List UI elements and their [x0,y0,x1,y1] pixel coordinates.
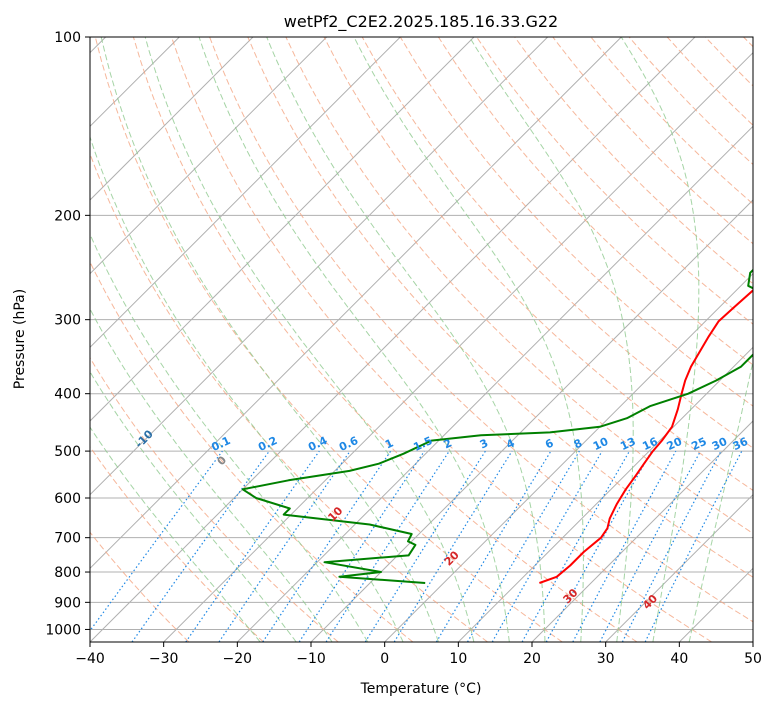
x-tick-label: 40 [670,651,688,667]
moist-adiabat-line [353,37,584,642]
isotherm-line [90,37,475,422]
isotherm-line [457,346,753,642]
y-tick-label: 600 [54,491,81,507]
series-lines [241,268,753,584]
dry-adiabat-line [285,37,753,535]
dry-adiabat-line [90,260,414,642]
mixing-ratio-label: 10 [591,435,611,453]
isotherm-line [90,37,622,570]
dry-adiabat-line [399,37,753,407]
mixing-ratio-line [521,450,631,642]
moist-adiabat-line [90,426,261,642]
dry-adiabat-line [94,37,563,642]
chart-title: wetPf2_C2E2.2025.185.16.33.G22 [284,12,558,32]
y-tick-label: 100 [54,30,81,46]
dry-adiabat-line [361,37,753,449]
isotherm-line [236,125,753,642]
mixing-ratio-line [218,450,351,642]
y-tick-label: 700 [54,531,81,547]
plot-frame [89,36,754,643]
dry-adiabat-line [90,531,190,642]
isotherm-line [531,420,753,642]
y-tick-label: 900 [54,595,81,611]
mixing-ratio-line [644,450,743,642]
moist-adiabat-line [90,135,404,642]
moist-adiabat-line [144,37,475,642]
line-labels: 0.1 0.2 0.4 0.6 1 1.5 2 3 4 6 8 10 13 16 20 25 30 36-1001… [133,427,751,612]
x-tick-label: 0 [380,651,389,667]
moist-adiabat-line [620,37,700,642]
dry-adiabat-line [132,37,638,642]
dry-adiabat-line [209,37,753,623]
dry-adiabat-line [90,152,488,642]
y-tick-label: 500 [54,444,81,460]
x-tick-label: 50 [744,651,762,667]
y-tick-label: 300 [54,313,81,329]
moist-adiabat-line [688,358,753,642]
isotherm-line [90,37,328,275]
isotherm-line [90,37,549,496]
mixing-ratio-label: 30 [710,435,730,453]
moist-adiabat-line [266,37,546,642]
mixing-ratio-label: 20 [665,435,685,453]
dry-adiabat-line [247,37,753,578]
mixing-ratio-line [262,450,392,642]
mixing-ratio-label: 13 [618,435,637,453]
x-tick-label: −30 [149,651,179,667]
isotherm-line [90,37,401,349]
isotherm-line [163,51,753,642]
y-tick-label: 200 [54,208,81,224]
mixing-ratio-label: 36 [731,435,751,453]
dry-adiabat-line [437,37,753,366]
mixing-ratio-line [298,450,425,642]
isotherm-line [384,272,753,642]
isotherm-line [605,493,753,642]
mixing-ratio-line [90,450,223,632]
x-axis-label: Temperature (°C) [360,681,482,697]
x-tick-label: −20 [223,651,253,667]
mixing-ratio-line [545,450,653,642]
mixing-ratio-line [131,450,270,642]
x-tick-label: 20 [523,651,541,667]
background-lines [90,37,753,642]
x-tick-label: 10 [449,651,467,667]
profile-series-line [241,268,753,584]
profile-series-line [539,289,753,584]
y-tick-label: 1000 [45,622,81,638]
mixing-ratio-label: 25 [689,435,708,453]
x-tick-label: −40 [75,651,105,667]
moist-adiabat-line [100,37,439,642]
y-tick-label: 800 [54,565,81,581]
axis-ticks: −40 −30 −20 −10 0 10 20 30 40 50 100 200 300 400 500 60… [45,30,762,667]
isotherm-line [90,37,696,642]
moist-adiabat-line [90,370,297,642]
x-tick-label: −10 [296,651,326,667]
isotherm-line [90,37,254,201]
moist-adiabat-line [198,37,510,642]
mixing-ratio-line [572,450,677,642]
y-tick-label: 400 [54,387,81,403]
y-axis-label: Pressure (hPa) [12,289,28,389]
mixing-ratio-label: 16 [640,435,660,453]
mixing-ratio-line [393,450,513,642]
dry-adiabat-line [90,356,339,642]
dry-adiabat-line [171,37,712,642]
dry-adiabat-line [90,446,264,642]
x-tick-label: 30 [597,651,615,667]
mixing-ratio-line [325,450,450,642]
mixing-ratio-line [185,450,320,642]
